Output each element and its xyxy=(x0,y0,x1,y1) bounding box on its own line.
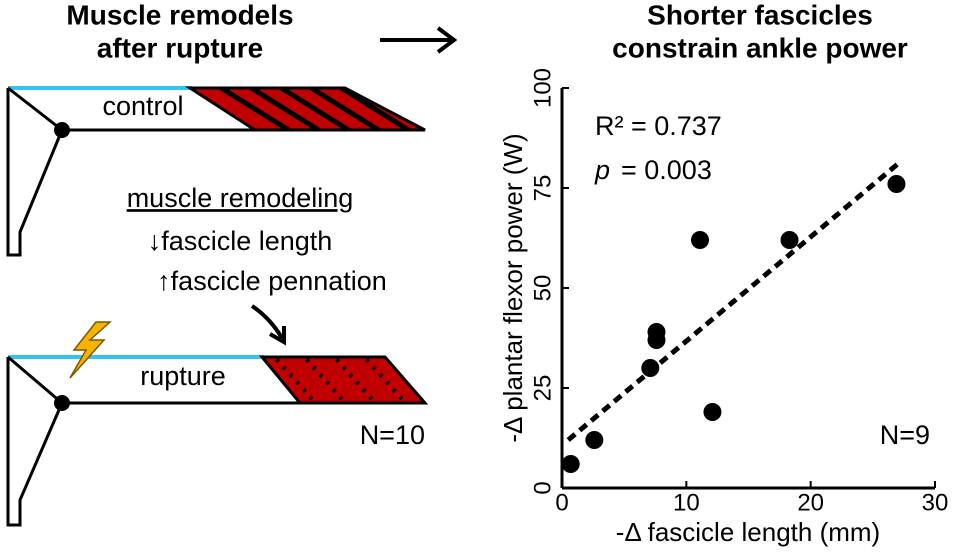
p-symbol: p xyxy=(594,155,610,185)
data-point xyxy=(703,403,722,421)
control-muscle xyxy=(6,86,426,257)
rupture-muscle xyxy=(6,321,429,527)
n-label: N=10 xyxy=(360,420,425,450)
n-annotation: N=9 xyxy=(880,420,930,450)
data-point xyxy=(585,431,604,449)
trendline xyxy=(566,162,900,442)
arrow xyxy=(250,304,286,346)
y-tick-label: 100 xyxy=(529,68,556,108)
control-label: control xyxy=(102,91,183,121)
r2-annotation: R² = 0.737 xyxy=(595,111,722,141)
remodeling-title: muscle remodeling xyxy=(127,183,354,213)
data-point xyxy=(561,455,580,473)
x-tick-label: 30 xyxy=(922,489,949,516)
rupture-label: rupture xyxy=(140,361,226,391)
y-tick-label: 50 xyxy=(529,275,556,302)
data-point xyxy=(691,231,710,249)
chart-title: constrain ankle power xyxy=(612,32,908,63)
p-annotation: = 0.003 xyxy=(621,155,712,185)
data-point xyxy=(647,323,666,341)
x-tick-label: 0 xyxy=(555,489,568,516)
data-point xyxy=(780,231,799,249)
x-axis-label: -Δ fascicle length (mm) xyxy=(616,517,880,547)
diagram-title: Muscle remodels xyxy=(66,0,293,30)
data-point xyxy=(641,359,660,377)
remodeling-item: ↓fascicle length xyxy=(148,226,333,256)
y-axis-label: -Δ plantar flexor power (W) xyxy=(498,133,528,442)
remodeling-item: ↑fascicle pennation xyxy=(157,266,387,296)
y-tick-label: 75 xyxy=(529,175,556,202)
data-point xyxy=(887,175,906,193)
diagram-title: after rupture xyxy=(97,32,263,63)
y-tick-label: 25 xyxy=(529,375,556,402)
arrow xyxy=(380,26,458,54)
y-tick-label: 0 xyxy=(529,481,556,494)
chart-title: Shorter fascicles xyxy=(647,0,873,30)
x-tick-label: 10 xyxy=(673,489,700,516)
x-tick-label: 20 xyxy=(797,489,824,516)
